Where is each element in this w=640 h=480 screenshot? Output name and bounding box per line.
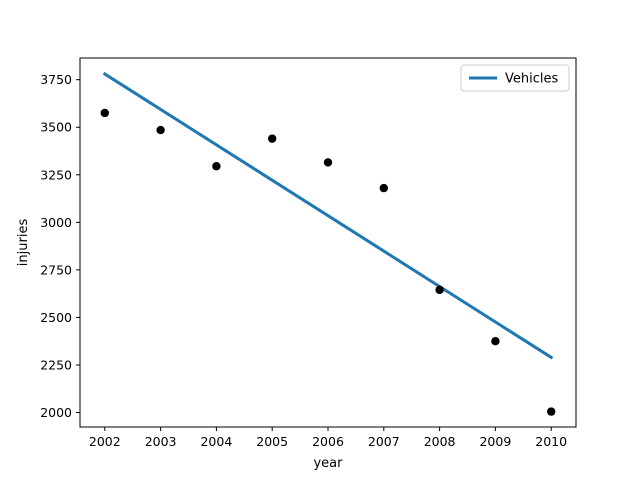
data-point xyxy=(268,134,277,143)
y-tick-label: 3250 xyxy=(40,167,72,182)
y-tick-label: 2500 xyxy=(40,310,72,325)
data-point xyxy=(212,162,221,171)
y-axis-title: injuries xyxy=(16,219,31,267)
x-tick-label: 2003 xyxy=(145,434,177,449)
x-tick-label: 2002 xyxy=(89,434,121,449)
y-tick-label: 2000 xyxy=(40,405,72,420)
x-tick-label: 2005 xyxy=(256,434,288,449)
ticks-layer: 2002 2003 2004 2005 2006 2007 2008 2009 2010 2000… xyxy=(40,72,567,449)
data-point xyxy=(156,125,165,135)
x-tick-label: 2008 xyxy=(424,434,456,449)
data-point xyxy=(435,285,444,295)
series-layer xyxy=(100,71,556,416)
y-tick-label: 3750 xyxy=(40,72,72,87)
data-point xyxy=(379,183,388,193)
x-tick-label: 2009 xyxy=(479,434,511,449)
x-tick-label: 2006 xyxy=(312,434,344,449)
data-point xyxy=(491,337,500,346)
plot-frame xyxy=(79,57,577,428)
data-point xyxy=(100,108,110,118)
x-axis-title: year xyxy=(313,456,343,471)
y-tick-label: 3000 xyxy=(40,215,72,230)
y-tick-label: 2750 xyxy=(40,262,72,277)
x-tick-label: 2007 xyxy=(368,434,400,449)
plot-background xyxy=(80,58,576,427)
y-tick-label: 2250 xyxy=(40,357,72,372)
regression-line xyxy=(102,71,554,360)
legend-box xyxy=(460,64,570,92)
y-tick-label: 3500 xyxy=(40,120,72,135)
data-point xyxy=(323,158,333,167)
legend-label: Vehicles xyxy=(505,72,558,87)
x-tick-label: 2010 xyxy=(535,434,567,449)
legend: Vehicles xyxy=(460,64,570,92)
x-tick-label: 2004 xyxy=(200,434,232,449)
data-point xyxy=(547,407,556,416)
